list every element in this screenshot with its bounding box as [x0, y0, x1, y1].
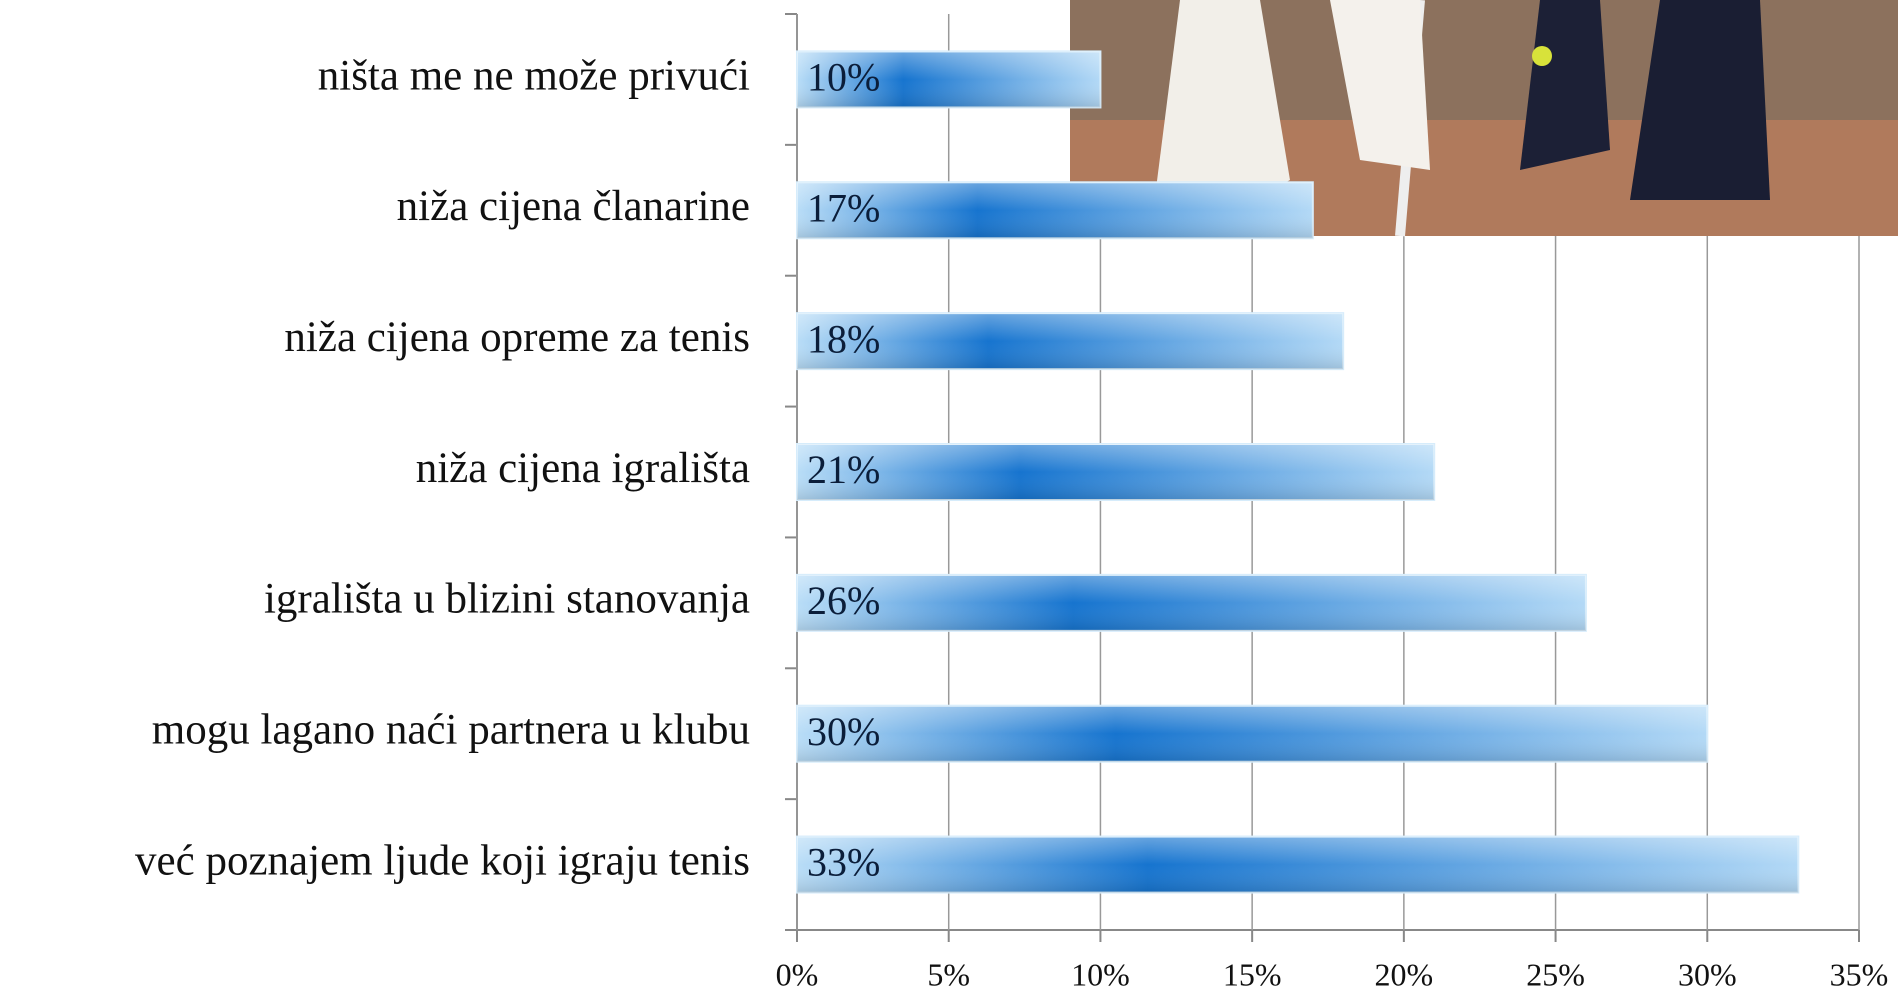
x-tick-label: 5%: [927, 956, 970, 992]
photo-ball: [1532, 46, 1552, 66]
value-label: 33%: [807, 840, 880, 885]
bar-shade: [797, 182, 1313, 239]
x-tick-label: 30%: [1678, 956, 1737, 992]
y-tick-label: već poznajem ljude koji igraju tenis: [135, 837, 750, 884]
y-tick-label: igrališta u blizini stanovanja: [264, 576, 750, 623]
photo-player: [1150, 0, 1290, 236]
labels: 0% 5% 10% 15% 20% 25% 30% 35% ništa me ne može p…: [135, 52, 1888, 992]
y-tick-label: niža cijena opreme za tenis: [284, 314, 750, 361]
y-tick-label: niža cijena članarine: [397, 183, 750, 230]
bar-shade: [797, 574, 1586, 631]
bar-shade: [797, 705, 1708, 762]
value-label: 26%: [807, 578, 880, 623]
x-tick-label: 0%: [776, 956, 819, 992]
x-tick-label: 25%: [1526, 956, 1585, 992]
bars: [796, 50, 1800, 894]
bar-shade: [797, 313, 1344, 370]
y-tick-label: ništa me ne može privući: [318, 52, 750, 99]
bar-shade: [797, 836, 1799, 893]
y-tick-label: mogu lagano naći partnera u klubu: [152, 707, 750, 754]
value-label: 21%: [807, 447, 880, 492]
x-tick-label: 15%: [1223, 956, 1282, 992]
x-tick-label: 10%: [1071, 956, 1130, 992]
value-label: 17%: [807, 185, 880, 230]
x-tick-label: 35%: [1830, 956, 1889, 992]
y-tick-label: niža cijena igrališta: [416, 445, 750, 492]
photo-player: [1630, 0, 1770, 200]
bar-shade: [797, 51, 1101, 108]
value-label: 30%: [807, 709, 880, 754]
bar-shade: [797, 444, 1435, 500]
value-label: 10%: [807, 55, 880, 100]
photo-player: [1330, 0, 1430, 170]
x-tick-label: 20%: [1375, 956, 1434, 992]
photo-player: [1520, 0, 1610, 170]
value-label: 18%: [807, 316, 880, 361]
